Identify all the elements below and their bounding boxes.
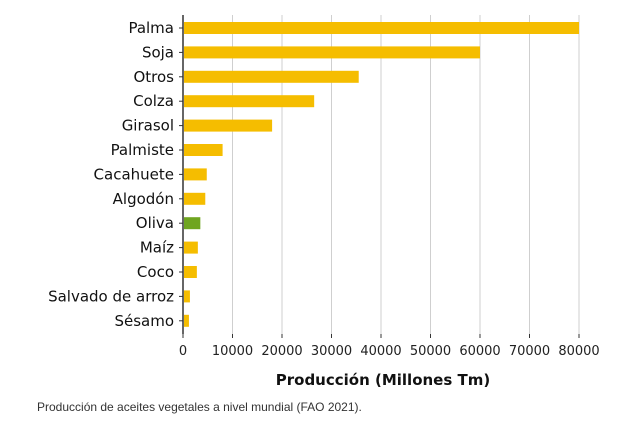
- category-label-12: Sésamo: [114, 312, 174, 330]
- category-label-7: Algodón: [113, 190, 174, 208]
- x-tick-label-4: 40000: [360, 344, 401, 359]
- bar-11: [184, 290, 190, 303]
- bar-4: [184, 119, 273, 132]
- bar-8: [184, 217, 201, 230]
- category-label-2: Otros: [133, 68, 174, 86]
- x-tick-label-1: 10000: [212, 344, 253, 359]
- x-tick-label-8: 80000: [558, 344, 599, 359]
- x-tick-label-0: 0: [179, 344, 187, 359]
- bar-2: [184, 70, 359, 83]
- x-tick-label-5: 50000: [410, 344, 451, 359]
- x-tick-label-2: 20000: [261, 344, 302, 359]
- bar-0: [184, 22, 579, 34]
- category-label-4: Girasol: [122, 117, 174, 135]
- bar-1: [184, 46, 480, 59]
- category-label-9: Maíz: [140, 239, 174, 257]
- category-label-0: Palma: [128, 19, 174, 37]
- bar-7: [184, 192, 206, 205]
- category-label-1: Soja: [142, 43, 174, 61]
- bar-5: [184, 144, 223, 156]
- category-label-11: Salvado de arroz: [48, 287, 174, 305]
- category-label-10: Coco: [137, 263, 174, 281]
- bar-10: [184, 266, 197, 278]
- category-label-3: Colza: [133, 92, 174, 110]
- x-tick-label-3: 30000: [311, 344, 352, 359]
- figure-caption: Producción de aceites vegetales a nivel …: [37, 400, 362, 414]
- bar-9: [184, 241, 198, 254]
- x-tick-label-6: 60000: [459, 344, 500, 359]
- x-tick-label-7: 70000: [509, 344, 550, 359]
- bar-6: [184, 168, 207, 181]
- category-label-6: Cacahuete: [94, 165, 174, 183]
- x-axis-title: Producción (Millones Tm): [276, 371, 490, 389]
- chart-container: Palma Soja Otros Colza Girasol Palmiste Cacahu…: [48, 15, 600, 389]
- bar-12: [184, 314, 189, 327]
- bar-chart: Palma Soja Otros Colza Girasol Palmiste Cacahu…: [48, 15, 600, 389]
- bar-3: [184, 95, 315, 108]
- category-label-8: Oliva: [136, 214, 174, 232]
- category-label-5: Palmiste: [111, 141, 174, 159]
